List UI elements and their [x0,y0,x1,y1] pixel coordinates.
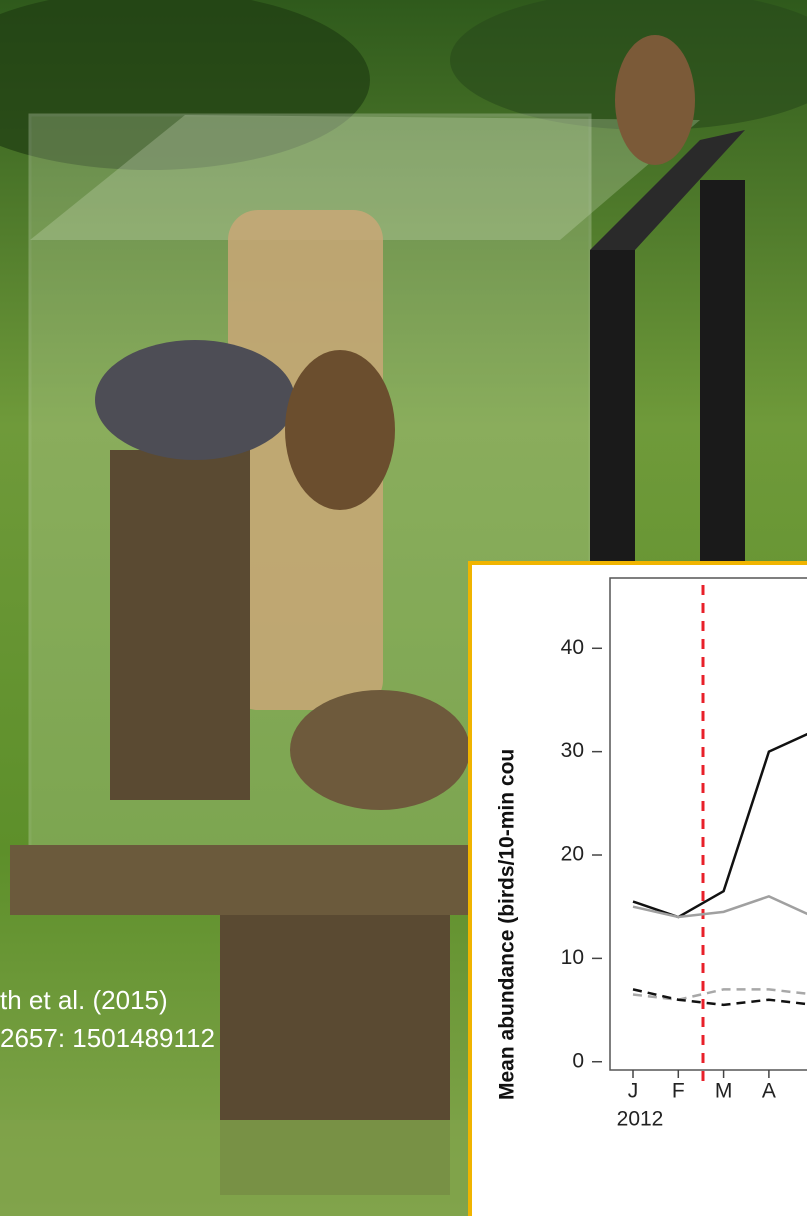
x-tick-label: A [762,1080,776,1103]
citation: 2657: 1501489112 [0,1023,215,1053]
plot-frame [609,577,807,1071]
chart: Mean abundance (birds/10-min cou 2012 0 1… [496,577,807,1131]
x-tick-label: J [628,1080,639,1103]
series-line [632,988,807,1001]
y-tick-label: 40 [561,636,584,659]
series-line [632,895,807,919]
series-line [632,988,807,1007]
y-tick-label: 30 [561,739,584,762]
y-tick-label: 20 [561,843,584,866]
year-label: 2012 [617,1108,664,1131]
citation: th et al. (2015) [0,985,168,1015]
series-line [632,732,807,919]
x-tick-label: M [715,1080,733,1103]
inset-frame [468,561,807,1216]
y-axis-label: Mean abundance (birds/10-min cou [496,749,519,1100]
x-tick-label: M [805,1080,807,1103]
x-tick-label: F [672,1080,685,1103]
y-tick-label: 0 [572,1049,584,1072]
y-tick-label: 10 [561,946,584,969]
